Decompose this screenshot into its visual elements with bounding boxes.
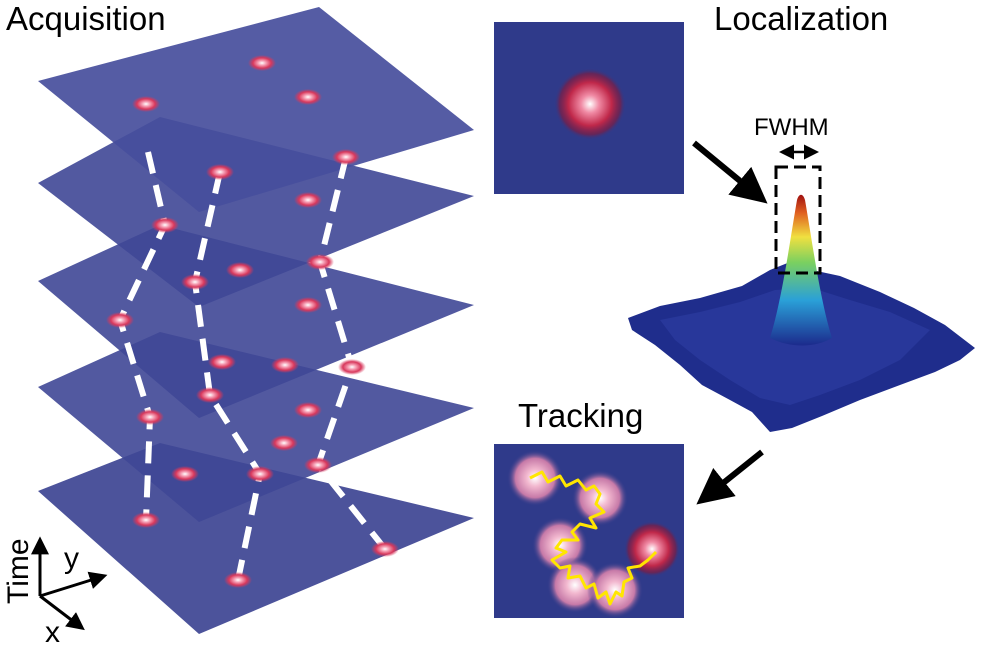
- spot: [181, 274, 209, 290]
- fwhm-dashed-box: [774, 165, 822, 275]
- spot: [171, 466, 199, 482]
- spot: [248, 55, 276, 71]
- spot: [132, 96, 160, 112]
- x-axis-label: x: [45, 616, 60, 649]
- trajectory-2: [191, 171, 264, 581]
- spot: [338, 359, 366, 375]
- time-axis-label: Time: [2, 538, 35, 604]
- spot: [294, 297, 322, 313]
- spot: [304, 457, 332, 473]
- y-axis-label: y: [64, 542, 79, 575]
- spot: [226, 262, 254, 278]
- spot: [136, 409, 164, 425]
- spot: [332, 149, 360, 165]
- particle-track: [529, 470, 658, 606]
- track-halo: [507, 450, 563, 506]
- spots: [106, 55, 399, 588]
- spot: [294, 402, 322, 418]
- spot: [246, 466, 274, 482]
- spot: [371, 541, 399, 557]
- localized-spot: [554, 68, 626, 140]
- fwhm-indicator: [774, 144, 822, 275]
- surface-ridges: [660, 288, 930, 405]
- arrow-down-right-icon: [692, 140, 768, 204]
- surface-peak: [770, 194, 832, 346]
- tracking-panel: [494, 444, 684, 618]
- track-halo: [587, 562, 643, 618]
- intensity-surface-plot: [628, 194, 975, 432]
- x-axis-arrow: [39, 594, 85, 631]
- spot: [106, 312, 134, 328]
- localization-panel: [494, 22, 684, 194]
- spot: [208, 354, 236, 370]
- track-end-spot: [624, 521, 680, 577]
- spot: [196, 387, 224, 403]
- spot: [294, 89, 322, 105]
- spot: [132, 512, 160, 528]
- spot: [151, 217, 179, 233]
- localization-label: Localization: [714, 0, 889, 37]
- spot: [206, 164, 234, 180]
- y-axis-arrow: [39, 571, 108, 598]
- axes-glyph: [31, 536, 108, 631]
- spot: [306, 254, 334, 270]
- spot: [224, 572, 252, 588]
- tracking-label: Tracking: [518, 397, 644, 434]
- arrow-down-left-icon: [696, 449, 764, 505]
- spot: [271, 357, 299, 373]
- acquisition-label: Acquisition: [6, 0, 166, 37]
- plane-4: [38, 332, 474, 522]
- fwhm-label: FWHM: [754, 114, 829, 141]
- plane-3: [38, 225, 474, 418]
- acquisition-stack: [38, 7, 474, 634]
- spot: [294, 192, 322, 208]
- spot: [270, 435, 298, 451]
